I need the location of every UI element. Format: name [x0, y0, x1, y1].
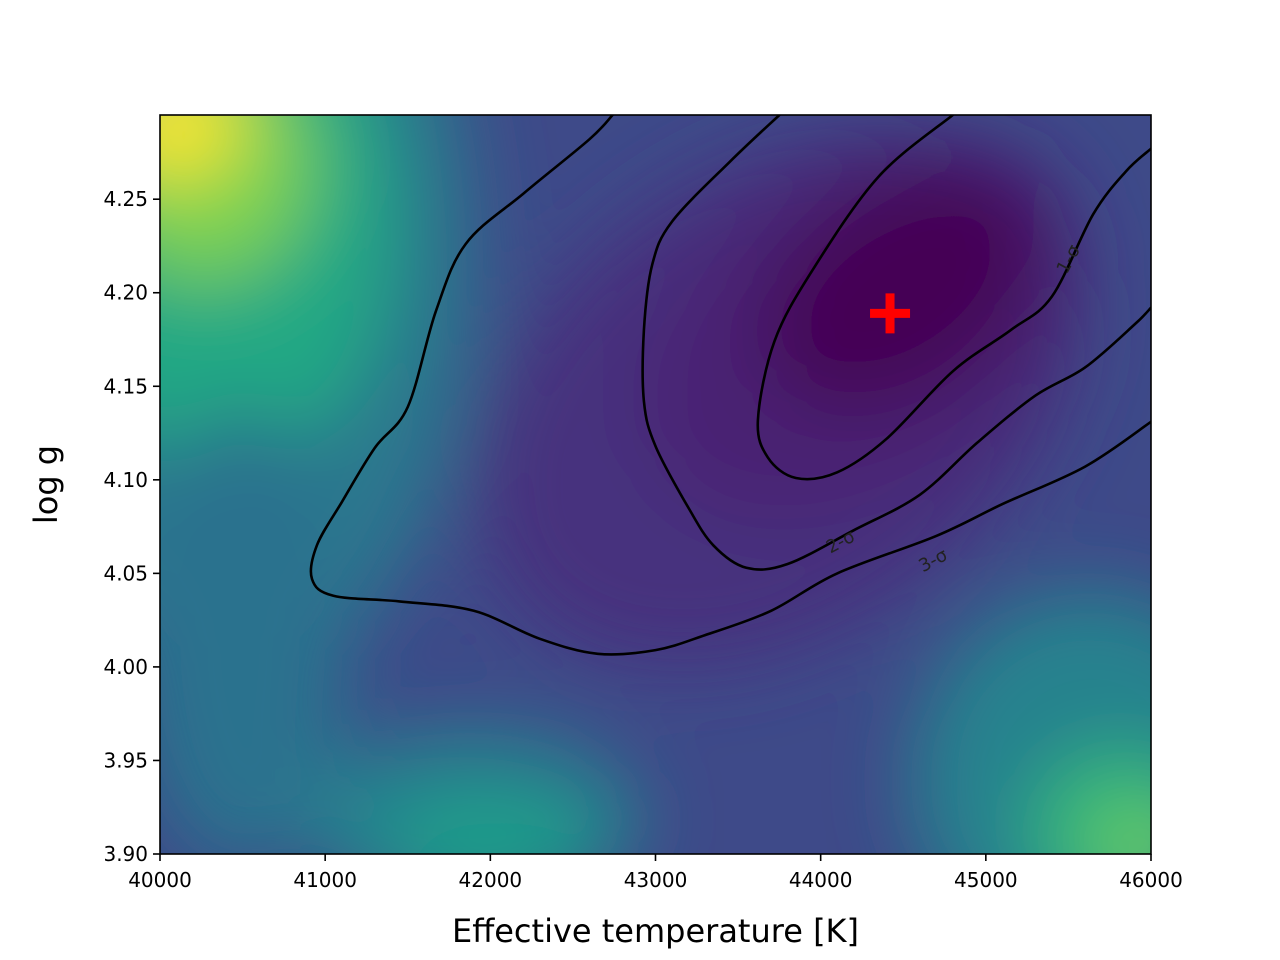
heatmap-blob [1100, 818, 1151, 854]
x-tick-label: 45000 [954, 868, 1018, 892]
heatmap-blob [160, 410, 350, 854]
y-tick-label: 4.10 [103, 468, 148, 492]
x-tick-label: 42000 [459, 868, 523, 892]
y-tick-label: 4.05 [103, 561, 148, 585]
y-tick-label: 4.25 [103, 187, 148, 211]
y-tick-label: 4.20 [103, 281, 148, 305]
heatmap-blob [764, 171, 1036, 409]
x-tick-label: 46000 [1119, 868, 1183, 892]
y-axis-title: log g [27, 445, 65, 524]
contour-line [641, 115, 1151, 571]
y-tick-label: 4.00 [103, 655, 148, 679]
x-axis-title: Effective temperature [K] [452, 912, 859, 950]
x-tick-label: 41000 [293, 868, 357, 892]
contour-line [756, 115, 1151, 481]
x-tick-label: 43000 [624, 868, 688, 892]
x-tick-label: 44000 [789, 868, 853, 892]
heatmap-blob [160, 115, 240, 180]
contour-lines [309, 115, 1151, 656]
contour-line [309, 115, 1151, 656]
x-tick-label: 40000 [128, 868, 192, 892]
y-tick-label: 4.15 [103, 374, 148, 398]
y-tick-label: 3.90 [103, 842, 148, 866]
heatmap-blob [390, 795, 590, 854]
best-fit-marker [870, 293, 911, 334]
y-axis: 3.90 3.95 4.00 4.05 4.10 4.15 4.20 4.25 [103, 187, 160, 866]
y-tick-label: 3.95 [103, 748, 148, 772]
x-axis: 40000 41000 42000 43000 44000 45000 46000 [128, 854, 1183, 892]
